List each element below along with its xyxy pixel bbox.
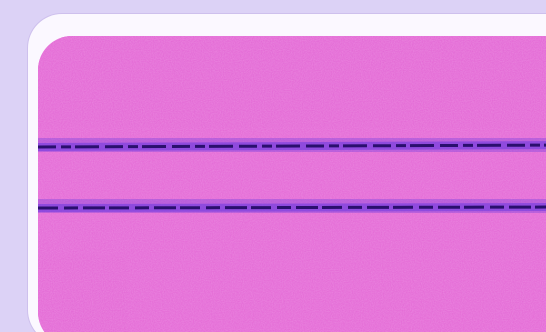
textured-card bbox=[38, 36, 546, 332]
first-stripe bbox=[38, 138, 546, 152]
dark-grain bbox=[38, 36, 546, 332]
card-texture bbox=[38, 36, 546, 332]
second-stripe bbox=[38, 199, 546, 213]
